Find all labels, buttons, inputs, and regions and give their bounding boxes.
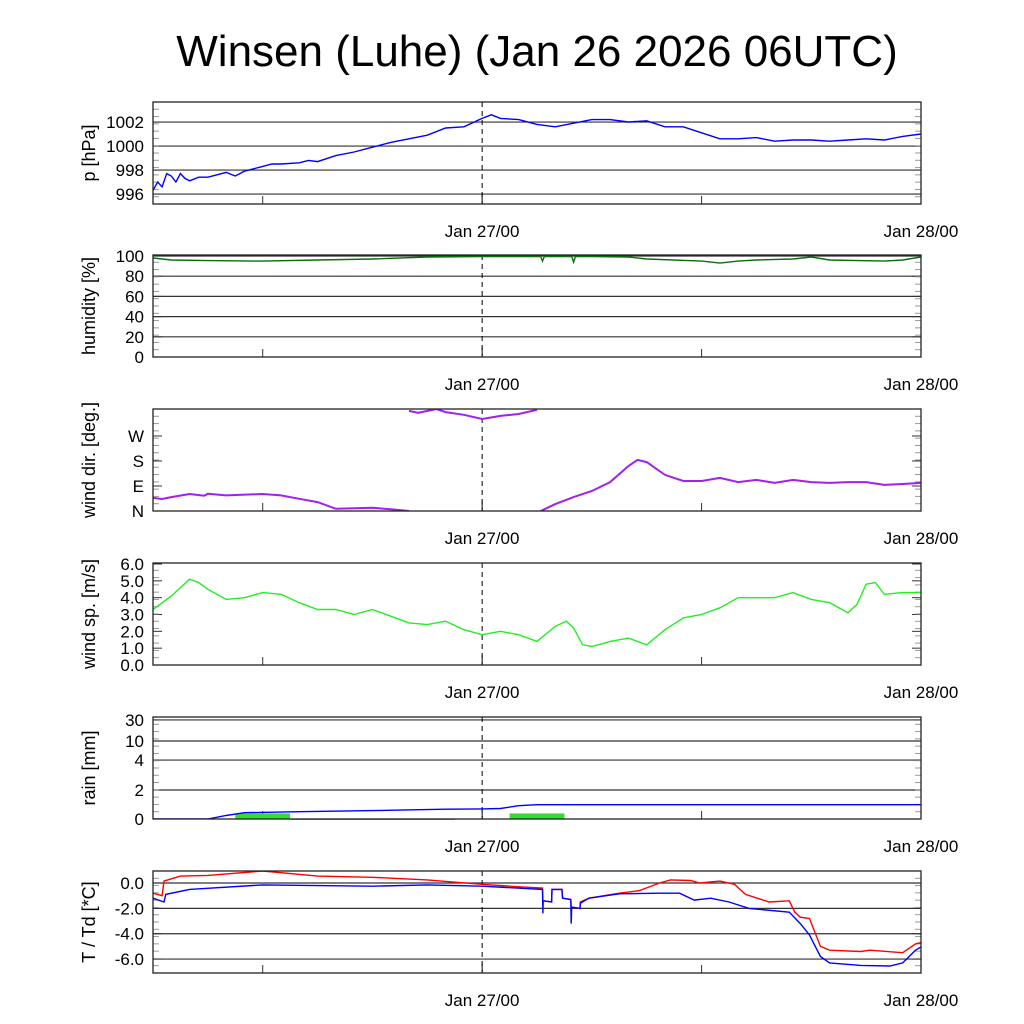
y-tick-label: 1000 [106,137,144,156]
y-tick-label: 6.0 [120,555,144,574]
y-tick-label: 20 [125,328,144,347]
y-tick-label: 4 [135,751,144,770]
y-tick-label: 0.0 [120,874,144,893]
chart-title: Winsen (Luhe) (Jan 26 2026 06UTC) [176,27,897,76]
y-tick-label: 80 [125,267,144,286]
y-tick-label: 5.0 [120,572,144,591]
pressure-line [153,114,921,191]
temperature-panel: -6.0 -4.0 -2.0 0.0 Jan 27/00 Jan 28/00 T / Td … [79,870,959,1010]
rain-bar [235,813,291,819]
y-tick-label: 1.0 [120,639,144,658]
y-tick-label: E [133,477,144,496]
y-axis-label: wind dir. [deg.] [79,402,99,519]
x-tick-label: Jan 27/00 [445,837,520,856]
x-tick-label: Jan 27/00 [445,529,520,548]
y-tick-label: 998 [116,161,144,180]
y-tick-label: 3.0 [120,606,144,625]
y-tick-label: 0 [135,348,144,367]
y-axis-label: rain [mm] [79,730,99,805]
y-tick-label: -4.0 [115,925,144,944]
pressure-panel: 996 998 1000 1002 Jan 27/00 Jan 28/00 p [hPa] [79,101,959,241]
x-tick-label: Jan 27/00 [445,375,520,394]
y-axis-label: T / Td [*C] [79,881,99,962]
y-tick-label: 2 [135,781,144,800]
y-tick-label: 1002 [106,113,144,132]
y-tick-label: 10 [125,732,144,751]
x-tick-label: Jan 28/00 [884,837,959,856]
y-tick-label: 2.0 [120,622,144,641]
x-tick-label: Jan 27/00 [445,991,520,1010]
y-tick-label: W [128,427,144,446]
y-tick-label: 30 [125,711,144,730]
humidity-line [153,255,921,265]
wind-direction-line [153,492,410,511]
plot-frame [152,716,922,820]
y-tick-label: S [133,452,144,471]
y-tick-label: 60 [125,287,144,306]
plot-frame [152,562,922,666]
x-tick-label: Jan 27/00 [445,222,520,241]
plot-frame [152,101,922,205]
y-axis-label: humidity [%] [79,257,99,355]
y-tick-label: 100 [116,247,144,266]
plot-frame [152,408,922,512]
x-tick-label: Jan 28/00 [884,375,959,394]
y-axis-label: p [hPa] [79,124,99,181]
y-tick-label: 0.0 [120,656,144,675]
rain-bar [509,813,565,819]
x-tick-label: Jan 28/00 [884,222,959,241]
x-tick-label: Jan 27/00 [445,683,520,702]
x-tick-label: Jan 28/00 [884,529,959,548]
wind-direction-line [408,409,538,421]
y-tick-label: 4.0 [120,589,144,608]
y-tick-label: N [132,502,144,521]
plot-frame [152,870,922,974]
accumulated-rain-line [153,804,921,819]
plot-frame [152,254,922,358]
y-tick-label: 996 [116,185,144,204]
y-tick-label: 0 [135,810,144,829]
y-tick-label: 40 [125,308,144,327]
td-line [153,884,921,967]
y-axis-label: wind sp. [m/s] [79,559,99,670]
y-tick-label: -2.0 [115,899,144,918]
wind-speed-line [153,578,921,648]
wind-direction-line [540,458,921,511]
wind-speed-panel: 0.01.02.03.04.05.06.0 Jan 27/00 Jan 28/00 w… [79,555,958,702]
x-tick-label: Jan 28/00 [884,991,959,1010]
rain-panel: 0 2 410 30 Jan 27/00 Jan 28/00 rain [mm] [79,711,958,856]
y-tick-label: -6.0 [115,950,144,969]
x-tick-label: Jan 28/00 [884,683,959,702]
